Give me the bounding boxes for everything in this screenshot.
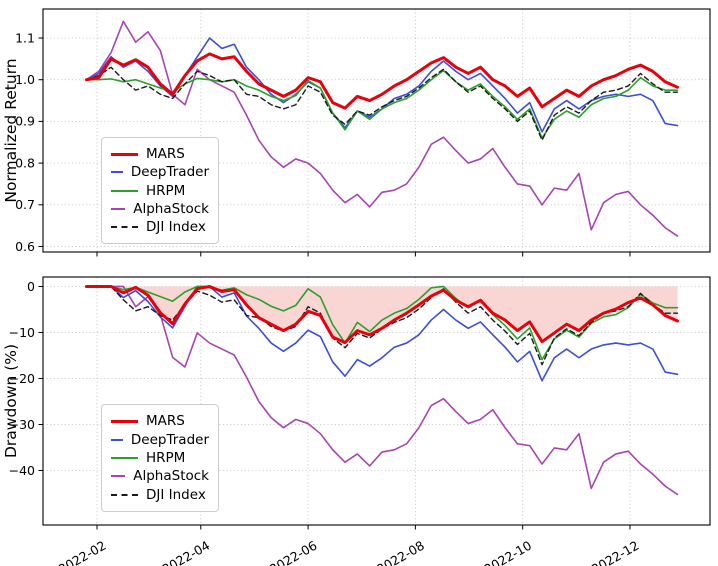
legend-item-dji: DJI Index (111, 218, 209, 236)
svg-text:−10: −10 (9, 325, 35, 340)
legend-label-alphastock: AlphaStock (133, 468, 209, 485)
y-tick-labels: 1.1 1.0 0.9 0.8 0.7 0.6 (15, 30, 43, 254)
mars-line-sample (111, 419, 138, 423)
svg-text:2022-10: 2022-10 (481, 538, 534, 566)
mars-line-sample (111, 152, 138, 156)
legend-item-mars: MARS (111, 412, 209, 430)
hrpm-line-sample (111, 189, 138, 192)
mars-drawdown-fill (86, 286, 678, 343)
legend-item-mars: MARS (111, 145, 209, 163)
mars-line-bottom (84, 284, 679, 345)
legend-label-dji: DJI Index (146, 218, 206, 235)
svg-text:0: 0 (27, 279, 35, 294)
legend-label-hrpm: HRPM (146, 182, 186, 199)
legend-label-hrpm: HRPM (146, 450, 186, 467)
deeptrader-line-top (85, 37, 679, 133)
y-axis-label-bottom: Drawdown (%) (2, 344, 20, 458)
y-axis-label-top: Normalized Return (2, 58, 20, 202)
alphastock-line-sample (111, 207, 126, 210)
svg-text:−40: −40 (9, 463, 35, 478)
legend-top-panel: MARS DeepTrader HRPM AlphaStock DJI Inde… (101, 137, 219, 244)
legend-item-hrpm: HRPM (111, 181, 209, 199)
svg-text:0.6: 0.6 (15, 239, 35, 254)
hrpm-line-sample (111, 457, 138, 460)
legend-label-mars: MARS (146, 413, 185, 430)
svg-text:0.8: 0.8 (15, 155, 35, 170)
legend-label-dji: DJI Index (146, 486, 206, 503)
legend-item-hrpm: HRPM (111, 449, 209, 467)
deeptrader-line-sample (111, 171, 123, 174)
svg-text:2022-08: 2022-08 (374, 538, 427, 566)
svg-text:0.9: 0.9 (15, 114, 35, 129)
alphastock-line-sample (111, 475, 126, 478)
legend-label-mars: MARS (146, 146, 185, 163)
dji-line-sample (111, 493, 138, 496)
dji-index-line-top (85, 66, 679, 141)
legend-label-alphastock: AlphaStock (133, 200, 209, 217)
alphastock-line-top (85, 20, 679, 237)
legend-item-alphastock: AlphaStock (111, 467, 209, 485)
deeptrader-line-sample (111, 438, 123, 441)
legend-label-deeptrader: DeepTrader (130, 431, 209, 448)
svg-text:1.1: 1.1 (15, 30, 35, 45)
svg-text:−20: −20 (9, 371, 35, 386)
svg-text:−30: −30 (9, 417, 35, 432)
legend-label-deeptrader: DeepTrader (130, 164, 209, 181)
hrpm-line-top (85, 69, 679, 139)
svg-text:2022-12: 2022-12 (589, 538, 642, 566)
svg-text:1.0: 1.0 (15, 72, 35, 87)
svg-text:2022-02: 2022-02 (56, 538, 109, 566)
alphastock-line-bottom (85, 285, 679, 496)
legend-item-deeptrader: DeepTrader (111, 163, 209, 181)
legend-item-dji: DJI Index (111, 486, 209, 504)
legend-bottom-panel: MARS DeepTrader HRPM AlphaStock DJI Inde… (101, 404, 219, 512)
axes-frame (42, 276, 711, 526)
svg-text:2022-06: 2022-06 (267, 538, 320, 566)
axes-frame (42, 8, 711, 253)
dji-line-sample (111, 225, 138, 228)
svg-text:0.7: 0.7 (15, 197, 35, 212)
legend-item-alphastock: AlphaStock (111, 200, 209, 218)
x-tick-labels (96, 252, 631, 257)
hrpm-line-bottom (85, 285, 679, 361)
y-tick-labels: 0 −10 −20 −30 −40 (9, 279, 43, 478)
mars-line-top (84, 52, 679, 110)
top-panel-normalized-return: 1.1 1.0 0.9 0.8 0.7 0.6 (15, 8, 711, 257)
legend-item-deeptrader: DeepTrader (111, 430, 209, 448)
x-tick-labels: 2022-02 2022-04 2022-06 2022-08 2022-10 2022-… (56, 525, 642, 566)
svg-text:2022-04: 2022-04 (160, 538, 213, 566)
